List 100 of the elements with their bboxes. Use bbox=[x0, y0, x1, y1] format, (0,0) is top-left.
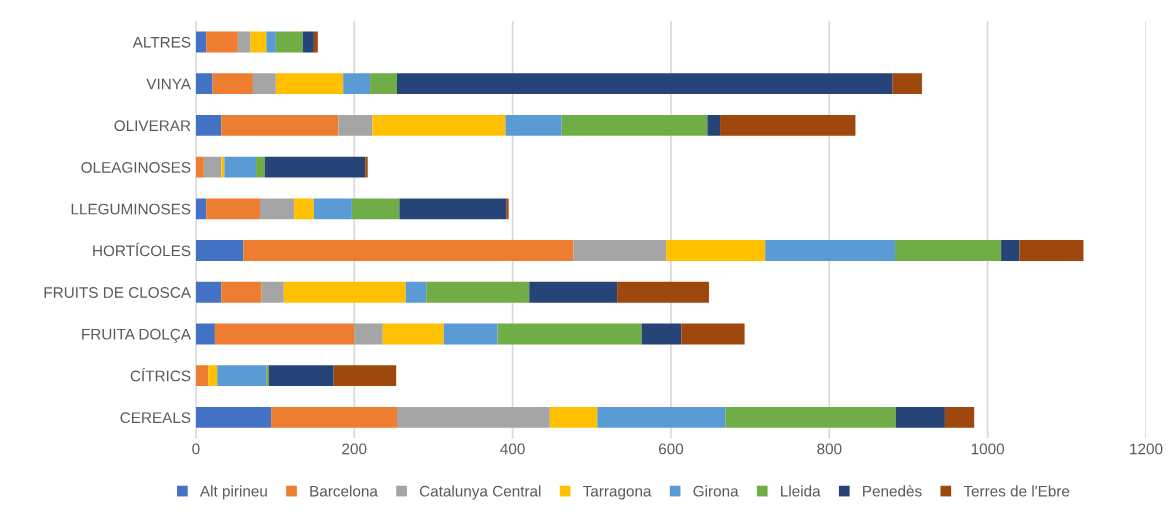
bar bbox=[195, 31, 207, 53]
x-tick-label: 0 bbox=[192, 443, 200, 455]
bar bbox=[237, 31, 251, 53]
bar bbox=[426, 281, 530, 303]
bar bbox=[195, 406, 272, 428]
bar bbox=[212, 73, 253, 95]
bar bbox=[313, 31, 318, 53]
bar bbox=[505, 114, 562, 136]
bar bbox=[264, 156, 366, 178]
bar bbox=[370, 73, 397, 95]
legend-label: Lleida bbox=[781, 485, 821, 497]
bar bbox=[372, 114, 506, 136]
bar bbox=[333, 365, 397, 387]
x-tick-label: 800 bbox=[817, 443, 842, 455]
bar bbox=[354, 323, 383, 345]
bar bbox=[666, 240, 766, 261]
bar bbox=[681, 323, 745, 345]
bar bbox=[497, 323, 642, 345]
bar bbox=[195, 323, 215, 345]
bar bbox=[195, 156, 204, 178]
bar bbox=[338, 114, 373, 136]
bar bbox=[206, 198, 261, 220]
bar bbox=[256, 156, 265, 178]
bar bbox=[252, 73, 276, 95]
y-tick-label: FRUITS DE CLOSCA bbox=[44, 287, 191, 298]
bar bbox=[261, 281, 284, 303]
legend-label: Catalunya Central bbox=[419, 485, 541, 500]
y-tick-label: OLEAGINOSES bbox=[81, 161, 191, 173]
bar bbox=[275, 31, 303, 53]
bar bbox=[506, 198, 509, 220]
bar bbox=[250, 31, 267, 53]
bar bbox=[224, 156, 257, 178]
y-tick-label: OLIVERAR bbox=[114, 120, 191, 132]
bar bbox=[214, 323, 355, 345]
legend-label: Alt pirineu bbox=[199, 485, 267, 500]
bar bbox=[1019, 240, 1084, 261]
bar bbox=[343, 73, 371, 95]
bar bbox=[597, 406, 726, 428]
x-tick-label: 200 bbox=[342, 443, 367, 455]
bar bbox=[302, 31, 314, 53]
bar bbox=[382, 323, 444, 345]
bar bbox=[203, 156, 222, 178]
bar bbox=[266, 365, 269, 387]
bar bbox=[275, 73, 344, 95]
y-tick-label: LLEGUMINOSES bbox=[71, 203, 191, 215]
bar bbox=[221, 114, 339, 136]
bar bbox=[895, 406, 945, 428]
bar bbox=[260, 198, 295, 220]
bar bbox=[206, 31, 238, 53]
bar bbox=[892, 73, 922, 95]
x-tick-label: 400 bbox=[500, 443, 525, 455]
bar bbox=[405, 281, 427, 303]
bar bbox=[271, 406, 397, 428]
x-tick-label: 1200 bbox=[1130, 443, 1163, 455]
bar bbox=[208, 365, 218, 387]
bar bbox=[725, 406, 896, 428]
bar bbox=[283, 281, 406, 303]
legend-label: Penedès bbox=[863, 485, 922, 497]
x-tick-label: 1000 bbox=[971, 443, 1005, 455]
bar bbox=[944, 406, 975, 428]
y-tick-label: VINYA bbox=[146, 78, 191, 90]
y-tick-label: CEREALS bbox=[120, 412, 191, 424]
bar bbox=[895, 240, 1002, 261]
bar bbox=[707, 114, 721, 136]
bar bbox=[266, 31, 276, 53]
y-tick-label: CÍTRICS bbox=[130, 367, 191, 382]
bar bbox=[617, 281, 709, 303]
bar bbox=[561, 114, 708, 136]
bar bbox=[529, 281, 618, 303]
bar bbox=[549, 406, 598, 428]
y-tick-label: HORTÍCOLES bbox=[93, 242, 191, 257]
bar bbox=[573, 240, 667, 261]
bar bbox=[195, 114, 222, 136]
bar bbox=[351, 198, 400, 220]
y-tick-label: FRUITA DOLÇA bbox=[82, 328, 191, 343]
bar bbox=[443, 323, 498, 345]
legend-label: Terres de l'Ebre bbox=[963, 485, 1070, 497]
y-tick-label: ALTRES bbox=[132, 36, 191, 48]
bar bbox=[765, 240, 896, 261]
x-tick-label: 600 bbox=[658, 443, 684, 455]
bar bbox=[397, 406, 550, 428]
bar bbox=[195, 281, 222, 303]
bar bbox=[195, 198, 207, 220]
legend-label: Girona bbox=[693, 485, 739, 497]
legend-label: Barcelona bbox=[310, 485, 378, 497]
bar bbox=[243, 240, 574, 261]
bar bbox=[313, 198, 352, 220]
bar bbox=[268, 365, 334, 387]
bar bbox=[217, 365, 267, 387]
bar bbox=[720, 114, 856, 136]
bar bbox=[397, 73, 893, 95]
bar bbox=[641, 323, 682, 345]
bar bbox=[221, 281, 262, 303]
bar bbox=[195, 73, 213, 95]
bar bbox=[221, 156, 225, 178]
bar bbox=[365, 156, 368, 178]
bar bbox=[1001, 240, 1020, 261]
bar bbox=[195, 365, 209, 387]
bar bbox=[195, 240, 244, 261]
legend-label: Tarragona bbox=[583, 485, 652, 500]
